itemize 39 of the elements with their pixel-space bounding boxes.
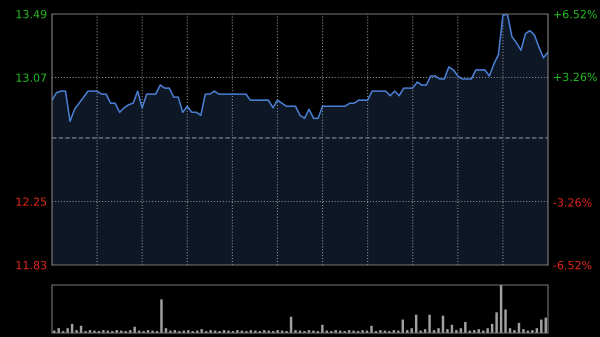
bar <box>460 328 462 333</box>
bar <box>402 320 404 333</box>
bar <box>200 329 203 333</box>
y-tick-label: 11.83 <box>16 260 46 270</box>
y-tick-label: 13.07 <box>16 73 46 82</box>
bar <box>321 324 324 333</box>
bar <box>133 326 136 333</box>
y2-tick-label: +3.26% <box>554 72 597 82</box>
bar <box>290 316 292 333</box>
y-tick-label: 12.25 <box>16 197 46 206</box>
bar <box>522 329 525 333</box>
bar <box>495 312 498 333</box>
bar <box>80 326 82 333</box>
y-tick-label: 13.49 <box>16 10 46 18</box>
bar <box>70 324 74 333</box>
bar <box>500 285 502 333</box>
bar <box>164 328 168 333</box>
bar <box>424 329 426 333</box>
bar <box>518 322 520 333</box>
bar <box>160 299 163 333</box>
bar <box>464 322 467 333</box>
y2-tick-label: -6.52% <box>553 260 592 270</box>
bar <box>66 328 69 333</box>
bar <box>540 320 543 333</box>
bar <box>486 328 489 333</box>
bar <box>544 318 547 333</box>
bar <box>504 309 507 333</box>
bar <box>490 324 494 333</box>
bar <box>57 328 60 333</box>
bar <box>450 324 454 333</box>
bar <box>410 328 413 333</box>
bar <box>536 328 538 333</box>
y2-tick-label: -3.26% <box>553 198 592 207</box>
bar <box>428 314 431 333</box>
bar <box>414 314 418 333</box>
bar <box>437 328 440 333</box>
bar <box>446 329 449 333</box>
bar <box>478 329 480 333</box>
y2-tick-label: +6.52% <box>554 10 597 18</box>
